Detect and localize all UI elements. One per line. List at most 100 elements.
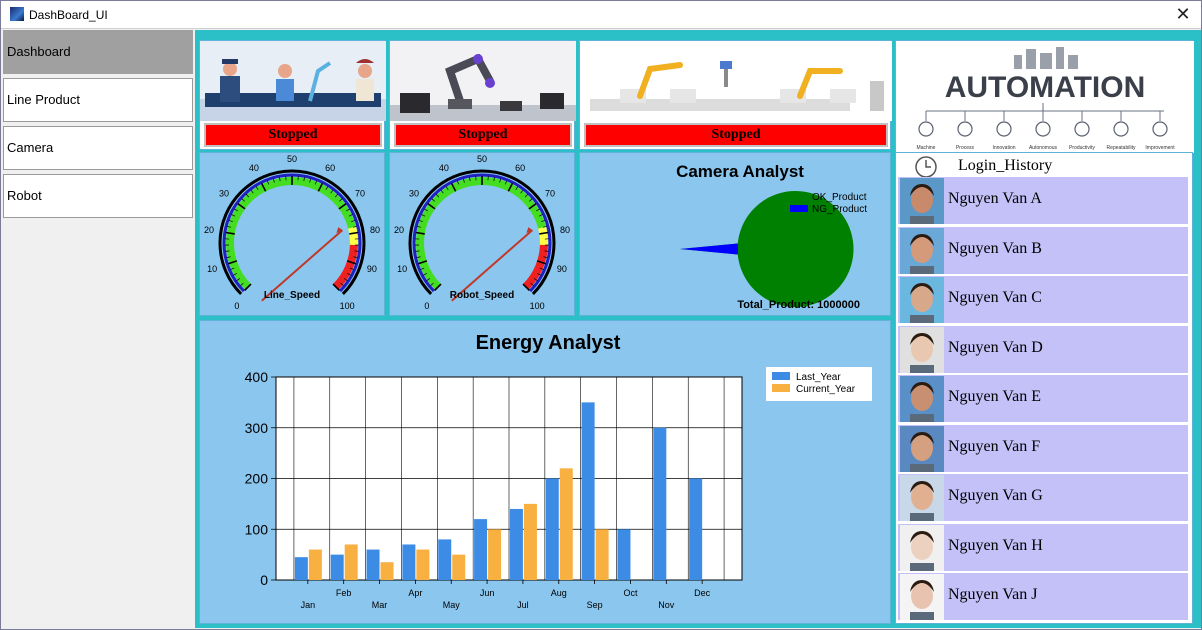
- gauge-tick-label: 60: [515, 163, 525, 173]
- gauge-tick-label: 80: [370, 225, 380, 235]
- gauge-tick-label: 30: [409, 189, 419, 199]
- gauge-tick: [529, 198, 533, 202]
- user-avatar: [900, 227, 944, 274]
- legend-swatch: [772, 384, 790, 392]
- gauge-tick: [245, 193, 250, 198]
- ok-legend-label: OK_Product: [812, 192, 867, 203]
- gauge-tick: [427, 202, 436, 210]
- innovation-icon: [996, 121, 1012, 137]
- gauge-tick: [227, 225, 232, 228]
- robot-speed-gauge-panel: 0 10 20 30 40 50 60 70 80 90 100 Robot_Speed: [389, 152, 575, 316]
- login-user-row[interactable]: Nguyen Van G: [898, 474, 1188, 522]
- automation-icon-label: Repeatability: [1107, 145, 1136, 151]
- gauge-tick-label: 20: [394, 225, 404, 235]
- gauge-tick: [493, 177, 495, 182]
- gauge-tick: [303, 177, 305, 182]
- sidebar-item-line-product[interactable]: Line Product: [3, 78, 193, 122]
- energy-bar-chart: Energy Analyst 0 100 200 300 400 Jan Feb Mar Apr…: [245, 332, 872, 610]
- gauge-tick: [225, 231, 235, 235]
- gauge-tick: [462, 178, 465, 183]
- assembly-line-illustration: [580, 41, 892, 121]
- bar-last-year: [581, 402, 595, 580]
- gauge-tick: [226, 256, 231, 258]
- legend-swatch: [772, 372, 790, 380]
- gauge-tick: [233, 273, 237, 276]
- gauge-tick: [417, 225, 422, 228]
- gauge-tick: [349, 231, 359, 235]
- user-avatar: [900, 574, 944, 620]
- login-user-row[interactable]: Nguyen Van J: [898, 573, 1188, 621]
- gauge-tick-label: 40: [439, 163, 449, 173]
- gauge-tick: [423, 273, 427, 276]
- login-user-row[interactable]: Nguyen Van B: [898, 226, 1188, 275]
- automation-icon-label: Productivity: [1069, 145, 1095, 151]
- gauge-tick: [431, 198, 435, 202]
- bar-current-year: [308, 549, 322, 580]
- user-name: Nguyen Van G: [948, 487, 1043, 504]
- sidebar-item-robot[interactable]: Robot: [3, 174, 193, 218]
- bar-current-year: [559, 468, 573, 580]
- ng-product-slice: [680, 243, 738, 255]
- bar-current-year: [488, 529, 502, 580]
- bar-last-year: [402, 544, 416, 580]
- gauge-tick: [231, 214, 236, 217]
- gauge-tick: [415, 250, 420, 252]
- gauge-needle-tip: [526, 227, 533, 234]
- gauge-label: Line_Speed: [264, 290, 320, 301]
- energy-title: Energy Analyst: [476, 332, 621, 354]
- gauge-tick: [416, 256, 421, 258]
- user-avatar: [900, 425, 944, 472]
- gauge-blue-ring: [222, 173, 362, 293]
- robot-arm-illustration: [390, 41, 576, 121]
- process-icon: [957, 121, 973, 137]
- machine-status-2: Stopped: [394, 123, 572, 147]
- login-user-row[interactable]: Nguyen Van E: [898, 375, 1188, 423]
- gauge-tick: [317, 182, 324, 192]
- gauge-tick-label: 0: [234, 301, 239, 311]
- gauge-tick-label: 50: [287, 154, 297, 164]
- bar-last-year: [653, 427, 667, 580]
- gauge-tick: [343, 278, 348, 281]
- automation-title: AUTOMATION: [945, 71, 1146, 104]
- gauge-tick: [234, 208, 238, 212]
- gauge-tick: [353, 256, 358, 258]
- x-tick-label: Jul: [517, 600, 529, 610]
- gauge-tick: [348, 214, 353, 217]
- gauge-tick: [228, 219, 233, 222]
- sidebar-item-dashboard[interactable]: Dashboard: [3, 30, 193, 74]
- gauge-tick: [244, 283, 252, 291]
- machine-icon: [918, 121, 934, 137]
- x-tick-label: Oct: [623, 588, 638, 598]
- gauge-tick: [349, 267, 354, 270]
- login-user-row[interactable]: Nguyen Van A: [898, 177, 1188, 225]
- sidebar: Dashboard Line Product Camera Robot: [3, 30, 195, 628]
- line-speed-gauge: 0 10 20 30 40 50 60 70 80 90 100 Line_Speed: [204, 154, 380, 311]
- bar-last-year: [438, 539, 452, 580]
- gauge-yellow-band: [348, 226, 358, 246]
- close-button[interactable]: ✕: [1175, 4, 1191, 24]
- gauge-needle: [451, 229, 534, 302]
- gauge-tick: [524, 193, 529, 198]
- y-tick-label: 400: [245, 369, 269, 385]
- x-tick-label: Aug: [551, 588, 567, 598]
- x-tick-label: Mar: [372, 600, 388, 610]
- login-user-row[interactable]: Nguyen Van H: [898, 523, 1188, 572]
- productivity-icon: [1074, 121, 1090, 137]
- login-user-row[interactable]: Nguyen Van C: [898, 276, 1188, 324]
- login-user-row[interactable]: Nguyen Van D: [898, 325, 1188, 374]
- gauge-tick: [469, 177, 471, 182]
- gauge-tick: [225, 250, 230, 252]
- machine-panel-2: Stopped: [389, 40, 576, 150]
- gauge-tick-label: 30: [219, 189, 229, 199]
- gauge-tick: [434, 283, 442, 291]
- automation-illustration: AUTOMATION Machine Process Innovation Auton…: [896, 41, 1194, 153]
- gauge-tick: [334, 193, 339, 198]
- sidebar-item-camera[interactable]: Camera: [3, 126, 193, 170]
- gauge-tick-label: 90: [367, 264, 377, 274]
- login-user-row[interactable]: Nguyen Van F: [898, 424, 1188, 473]
- user-name: Nguyen Van B: [948, 239, 1042, 257]
- gauge-blue-ring: [412, 173, 552, 293]
- gauge-tick-label: 70: [545, 189, 555, 199]
- user-name: Nguyen Van J: [948, 586, 1038, 603]
